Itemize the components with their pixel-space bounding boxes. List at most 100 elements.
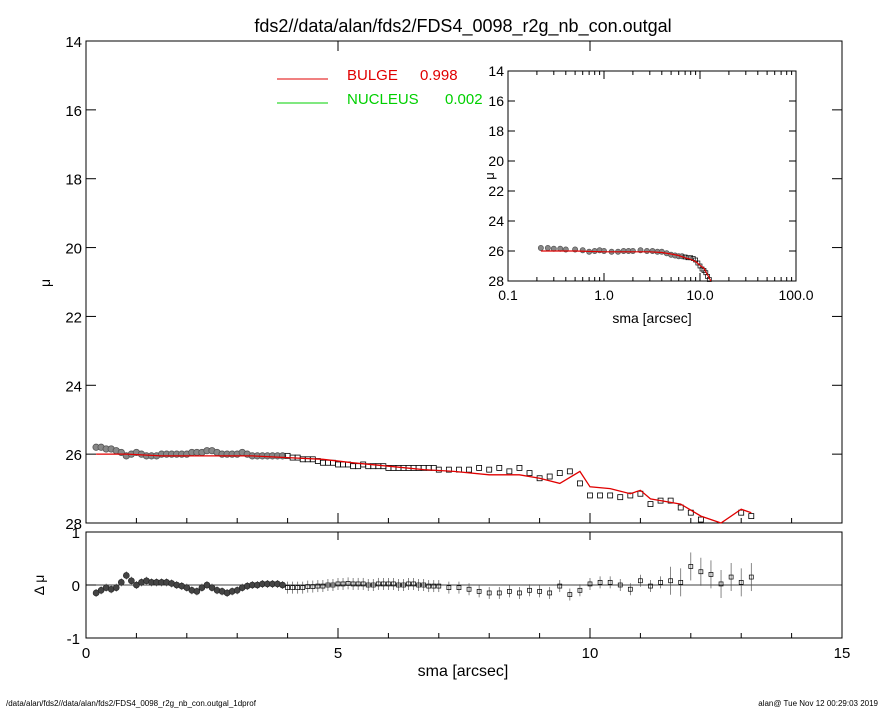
residual-point bbox=[738, 579, 744, 585]
residual-point bbox=[607, 579, 613, 585]
residual-point bbox=[330, 582, 336, 588]
inset-data-point bbox=[601, 248, 607, 254]
residual-point bbox=[431, 583, 437, 589]
residual-point bbox=[112, 584, 120, 591]
legend-nucleus-value: 0.002 bbox=[445, 91, 483, 108]
data-point bbox=[435, 466, 442, 473]
residual-point bbox=[638, 578, 643, 584]
residual-point bbox=[360, 581, 366, 587]
residual-point bbox=[381, 581, 386, 587]
inset-y-tick-label: 28 bbox=[488, 273, 504, 289]
legend-nucleus-label: NUCLEUS bbox=[347, 91, 419, 108]
residual-point bbox=[426, 583, 432, 589]
inset-y-tick-label: 14 bbox=[488, 63, 504, 79]
residual-point bbox=[678, 579, 684, 585]
main-y-tick-label: 26 bbox=[65, 447, 82, 464]
footer-right-timestamp: alan@ Tue Nov 12 00:29:03 2019 bbox=[758, 699, 878, 708]
residual-point bbox=[698, 569, 704, 575]
inset-x-tick-label: 10.0 bbox=[686, 287, 713, 303]
data-point bbox=[677, 504, 684, 511]
residual-point bbox=[391, 581, 396, 587]
inset-x-tick-label: 0.1 bbox=[498, 287, 518, 303]
inset-y-tick-label: 16 bbox=[488, 93, 504, 109]
data-point bbox=[667, 497, 674, 504]
residual-point bbox=[198, 584, 206, 591]
inset-y-tick-label: 24 bbox=[488, 213, 504, 229]
residual-point bbox=[183, 584, 191, 591]
legend-bulge-label: BULGE bbox=[347, 67, 398, 84]
residual-point bbox=[436, 583, 442, 589]
x-tick-label: 15 bbox=[834, 645, 851, 662]
inset-data-point bbox=[579, 247, 586, 254]
residual-point bbox=[517, 590, 522, 596]
main-plot-frame bbox=[85, 40, 843, 524]
data-point bbox=[476, 465, 483, 471]
residual-y-tick-label: -1 bbox=[67, 631, 80, 648]
data-point bbox=[325, 459, 331, 466]
data-point bbox=[340, 461, 346, 468]
x-tick-label: 5 bbox=[334, 645, 342, 662]
residual-point bbox=[320, 583, 326, 589]
residual-point bbox=[547, 590, 553, 596]
residual-point bbox=[718, 581, 724, 587]
residual-point bbox=[345, 581, 351, 586]
x-tick-label: 10 bbox=[582, 645, 599, 662]
data-point bbox=[466, 466, 472, 473]
inset-y-tick-label: 22 bbox=[488, 183, 504, 199]
main-y-tick-label: 14 bbox=[65, 34, 82, 51]
residual-point bbox=[396, 582, 401, 588]
residual-point bbox=[350, 581, 356, 587]
residual-point bbox=[370, 582, 376, 588]
residual-point bbox=[728, 574, 734, 580]
main-y-axis-label: μ bbox=[37, 279, 53, 287]
residual-point bbox=[233, 586, 241, 594]
residual-point bbox=[537, 589, 542, 594]
inset-data-point bbox=[544, 245, 551, 251]
inset-x-tick-label: 100.0 bbox=[778, 287, 813, 303]
residual-point bbox=[421, 582, 427, 588]
inset-data-point bbox=[537, 245, 544, 251]
data-point bbox=[627, 492, 634, 499]
data-point bbox=[506, 468, 513, 475]
data-point bbox=[566, 468, 573, 475]
data-point bbox=[526, 470, 533, 476]
main-y-tick-label: 22 bbox=[65, 309, 82, 326]
residual-point bbox=[365, 582, 371, 588]
residual-point bbox=[295, 585, 301, 591]
data-point bbox=[697, 516, 704, 523]
chart-title: fds2//data/alan/fds2/FDS4_0098_r2g_nb_co… bbox=[254, 16, 671, 37]
residual-point bbox=[315, 583, 321, 589]
inset-data-point bbox=[658, 248, 665, 255]
data-point bbox=[350, 463, 357, 470]
residual-point bbox=[355, 581, 361, 587]
residual-point bbox=[123, 572, 130, 579]
residual-point bbox=[279, 581, 286, 589]
residual-point bbox=[300, 585, 306, 591]
data-point bbox=[597, 492, 603, 499]
residual-point bbox=[748, 574, 754, 580]
legend-bulge-value: 0.998 bbox=[420, 67, 458, 84]
residual-point bbox=[648, 583, 653, 589]
data-point bbox=[516, 465, 523, 471]
x-axis-label: sma [arcsec] bbox=[418, 663, 509, 680]
data-point bbox=[647, 501, 654, 507]
bulge-model-line bbox=[96, 453, 752, 524]
residual-point bbox=[325, 582, 331, 588]
residual-point bbox=[133, 581, 140, 589]
residual-point bbox=[411, 581, 416, 587]
x-tick-label: 0 bbox=[82, 645, 90, 662]
inset-y-axis-label: μ bbox=[482, 172, 497, 180]
legend: BULGE 0.998 NUCLEUS 0.002 bbox=[277, 67, 483, 108]
residual-data-layer bbox=[92, 552, 754, 601]
footer-left-path: /data/alan/fds2//data/alan/fds2/FDS4_009… bbox=[6, 699, 257, 708]
residual-point bbox=[668, 578, 673, 584]
inset-data-point bbox=[643, 248, 650, 254]
x-axis: 0 5 10 15 bbox=[82, 41, 851, 662]
inset-y-tick-label: 18 bbox=[488, 123, 504, 139]
data-point bbox=[445, 466, 452, 473]
main-y-tick-label: 28 bbox=[65, 516, 82, 533]
residual-point bbox=[97, 586, 105, 594]
inset-plot-frame bbox=[507, 70, 797, 282]
data-point bbox=[355, 463, 362, 470]
residual-point bbox=[496, 590, 502, 596]
